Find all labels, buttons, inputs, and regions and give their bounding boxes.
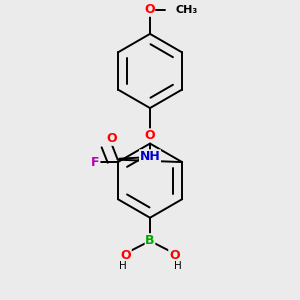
Text: CH₃: CH₃ [175,5,197,15]
Text: O: O [106,132,117,145]
Text: O: O [145,129,155,142]
Text: O: O [144,3,155,16]
Text: B: B [145,234,155,247]
Text: O: O [169,249,179,262]
Text: F: F [91,156,100,169]
Text: H: H [119,261,127,271]
Text: H: H [173,261,181,271]
Text: O: O [121,249,131,262]
Text: NH: NH [140,150,160,163]
